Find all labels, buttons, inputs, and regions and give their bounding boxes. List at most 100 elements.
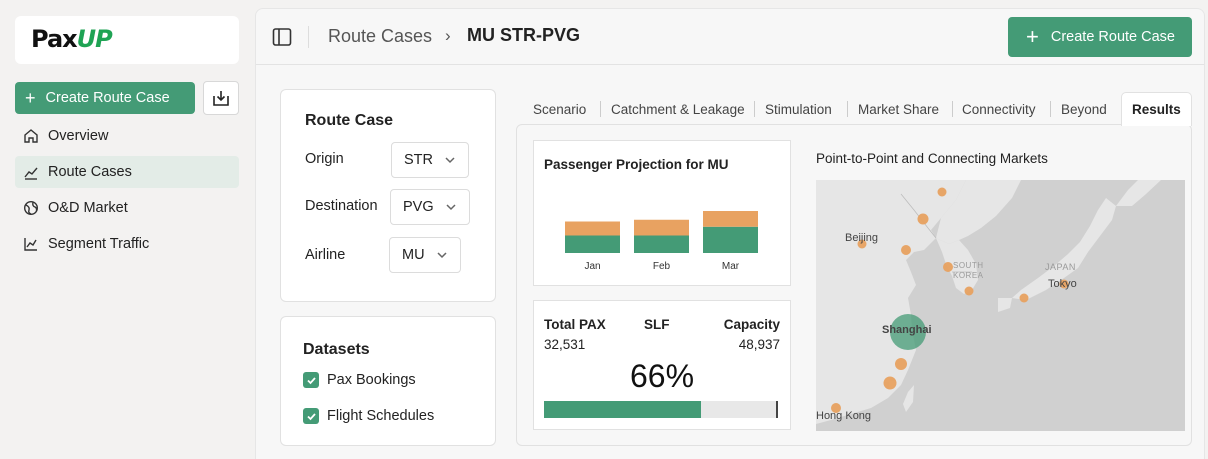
bar-feb-series-0 bbox=[634, 235, 689, 253]
main-panel: Route Cases › MU STR-PVG + Create Route … bbox=[255, 8, 1205, 459]
sidebar-toggle-button[interactable] bbox=[271, 26, 293, 53]
download-icon bbox=[213, 91, 229, 106]
sidebar-item-route-cases[interactable]: Route Cases bbox=[15, 156, 239, 188]
sidebar-toggle-icon bbox=[272, 28, 292, 46]
map-label-beijing: Beijing bbox=[845, 232, 879, 244]
create-route-case-label: Create Route Case bbox=[1050, 29, 1175, 45]
tab-results[interactable]: Results bbox=[1121, 92, 1192, 126]
sidebar-item-label: Overview bbox=[48, 128, 109, 144]
create-route-case-button[interactable]: + Create Route Case bbox=[15, 82, 195, 114]
dataset-label: Flight Schedules bbox=[327, 408, 435, 424]
sidebar-item-overview[interactable]: Overview bbox=[15, 120, 239, 152]
tab-divider bbox=[847, 101, 848, 117]
slf-progress-fill bbox=[544, 401, 701, 418]
market-dot bbox=[895, 358, 907, 370]
breadcrumb-separator: › bbox=[445, 26, 451, 45]
map-label-hongkong: Hong Kong bbox=[816, 410, 872, 422]
map-label-tokyo: Tokyo bbox=[1048, 278, 1077, 290]
download-button[interactable] bbox=[203, 81, 239, 115]
origin-label: Origin bbox=[305, 151, 344, 167]
bar-jan-series-1 bbox=[565, 221, 620, 236]
kpi-card: Total PAX 32,531 SLF Capacity 48,937 66% bbox=[533, 300, 791, 430]
checkbox-checked-icon[interactable] bbox=[303, 408, 319, 424]
market-dot bbox=[964, 286, 974, 296]
map-title: Point-to-Point and Connecting Markets bbox=[816, 151, 1048, 166]
market-dot bbox=[1019, 293, 1029, 303]
market-dot bbox=[943, 262, 953, 272]
plus-icon: + bbox=[25, 88, 36, 108]
market-dot bbox=[831, 403, 841, 413]
origin-select[interactable]: STR bbox=[391, 142, 469, 178]
route-case-card: Route Case Origin STR Destination PVG Ai… bbox=[280, 89, 496, 302]
page-title: MU STR-PVG bbox=[467, 25, 581, 45]
airline-select[interactable]: MU bbox=[389, 237, 461, 273]
destination-label: Destination bbox=[305, 198, 378, 214]
map-label-shanghai: Shanghai bbox=[882, 324, 932, 336]
globe-icon bbox=[23, 200, 39, 216]
slf-value: 66% bbox=[629, 358, 695, 394]
capacity-label: Capacity bbox=[723, 317, 780, 332]
tab-divider bbox=[952, 101, 953, 117]
shanghai-hub-dot bbox=[890, 314, 926, 350]
route-case-title: Route Case bbox=[305, 112, 394, 129]
origin-value: STR bbox=[404, 152, 433, 168]
dataset-pax-bookings[interactable]: Pax Bookings bbox=[303, 372, 416, 388]
header-divider bbox=[308, 26, 309, 48]
bar-feb-series-1 bbox=[634, 219, 689, 236]
sidebar-item-label: Route Cases bbox=[48, 164, 132, 180]
projection-chart: Jan Feb Mar bbox=[565, 211, 758, 272]
airline-label: Airline bbox=[305, 247, 346, 263]
markets-map[interactable]: Beijing Shanghai Tokyo Hong Kong SOUTH K… bbox=[816, 180, 1185, 431]
datasets-title: Datasets bbox=[303, 341, 370, 358]
tab-divider bbox=[754, 101, 755, 117]
tab-connectivity[interactable]: Connectivity bbox=[962, 101, 1036, 117]
slf-progress-bar bbox=[544, 401, 778, 418]
total-pax-label: Total PAX bbox=[544, 317, 606, 332]
header: Route Cases › MU STR-PVG + Create Route … bbox=[256, 9, 1204, 65]
logo: PaxUP bbox=[31, 25, 113, 53]
market-dot bbox=[917, 213, 929, 225]
create-route-case-header-button[interactable]: + Create Route Case bbox=[1008, 17, 1192, 57]
tab-beyond[interactable]: Beyond bbox=[1061, 101, 1107, 117]
total-pax-value: 32,531 bbox=[544, 337, 586, 352]
bar-mar-series-1 bbox=[703, 211, 758, 227]
map-label-south-korea-2: KOREA bbox=[953, 271, 984, 280]
bar-mar-series-0 bbox=[703, 226, 758, 253]
airline-value: MU bbox=[402, 247, 425, 263]
tab-catchment-leakage[interactable]: Catchment & Leakage bbox=[611, 101, 745, 117]
tab-divider bbox=[1050, 101, 1051, 117]
chevron-down-icon bbox=[445, 157, 455, 164]
sidebar-item-od-market[interactable]: O&D Market bbox=[15, 192, 239, 224]
dataset-flight-schedules[interactable]: Flight Schedules bbox=[303, 408, 434, 424]
checkbox-checked-icon[interactable] bbox=[303, 372, 319, 388]
slf-progress-end-marker bbox=[776, 401, 778, 418]
market-dot bbox=[857, 239, 867, 249]
sidebar-item-segment-traffic[interactable]: Segment Traffic bbox=[15, 228, 239, 260]
chevron-down-icon bbox=[437, 252, 447, 259]
tab-market-share[interactable]: Market Share bbox=[858, 101, 940, 117]
tab-stimulation[interactable]: Stimulation bbox=[765, 101, 832, 117]
chevron-down-icon bbox=[446, 204, 456, 211]
bar-jan-series-0 bbox=[565, 235, 620, 253]
route-icon bbox=[24, 167, 38, 180]
tab-divider bbox=[600, 101, 601, 117]
sidebar-item-label: Segment Traffic bbox=[48, 236, 150, 252]
map-label-japan: JAPAN bbox=[1045, 262, 1076, 272]
x-tick-label: Jan bbox=[584, 261, 600, 272]
destination-value: PVG bbox=[403, 199, 434, 215]
x-tick-label: Feb bbox=[653, 261, 671, 272]
breadcrumb-route-cases[interactable]: Route Cases bbox=[328, 26, 433, 46]
logo-box: PaxUP bbox=[15, 16, 239, 64]
market-dot bbox=[901, 245, 911, 255]
market-dot bbox=[1059, 279, 1069, 289]
chart-icon bbox=[24, 238, 37, 251]
slf-label: SLF bbox=[644, 317, 670, 332]
dataset-label: Pax Bookings bbox=[327, 372, 416, 388]
datasets-card: Datasets Pax Bookings Flight Schedules bbox=[280, 316, 496, 446]
map-label-south-korea-1: SOUTH bbox=[953, 261, 984, 270]
sidebar-item-label: O&D Market bbox=[48, 200, 128, 216]
tab-scenario[interactable]: Scenario bbox=[533, 101, 587, 117]
capacity-value: 48,937 bbox=[738, 337, 780, 352]
destination-select[interactable]: PVG bbox=[390, 189, 470, 225]
chart-title: Passenger Projection for MU bbox=[544, 157, 729, 172]
